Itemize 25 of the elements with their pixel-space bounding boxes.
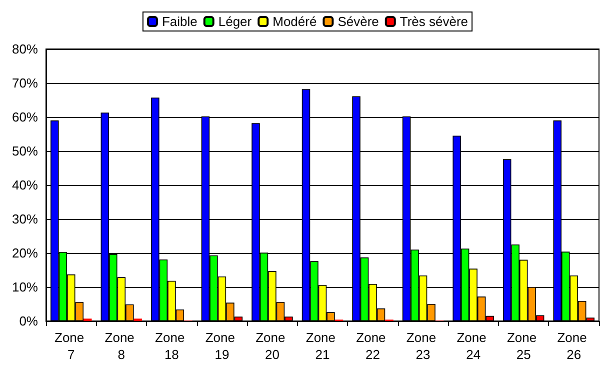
x-tick-label: Zone 21 — [306, 330, 340, 362]
legend-label: Léger — [218, 14, 252, 29]
y-tick-label: 80% — [12, 42, 38, 56]
x-tick-label: Zone 25 — [506, 330, 540, 362]
y-tick-label: 70% — [12, 76, 38, 90]
y-tick-label: 40% — [12, 178, 38, 192]
x-tick-label: Zone 26 — [557, 330, 590, 362]
x-tick-label: Zone 22 — [356, 330, 390, 362]
y-tick-label: 60% — [12, 110, 38, 124]
x-tick-label: Zone 23 — [406, 330, 440, 362]
legend-label: Très sévère — [400, 14, 468, 29]
y-tick-label: 20% — [12, 246, 38, 260]
x-tick-label: Zone 8 — [104, 330, 138, 362]
x-tick-label: Zone 19 — [205, 330, 239, 362]
y-tick-label: 30% — [12, 212, 38, 226]
legend-label: Sévère — [338, 14, 379, 29]
x-tick-label: Zone 18 — [155, 330, 188, 362]
y-tick-label: 10% — [12, 280, 38, 294]
legend-label: Modéré — [272, 14, 317, 29]
x-tick-label: Zone 20 — [256, 330, 289, 362]
y-tick-label: 0% — [19, 314, 38, 328]
x-tick-label: Zone 24 — [456, 330, 490, 362]
y-tick-label: 50% — [12, 144, 38, 158]
legend-label: Faible — [162, 14, 198, 29]
x-tick-label: Zone 7 — [54, 330, 88, 362]
